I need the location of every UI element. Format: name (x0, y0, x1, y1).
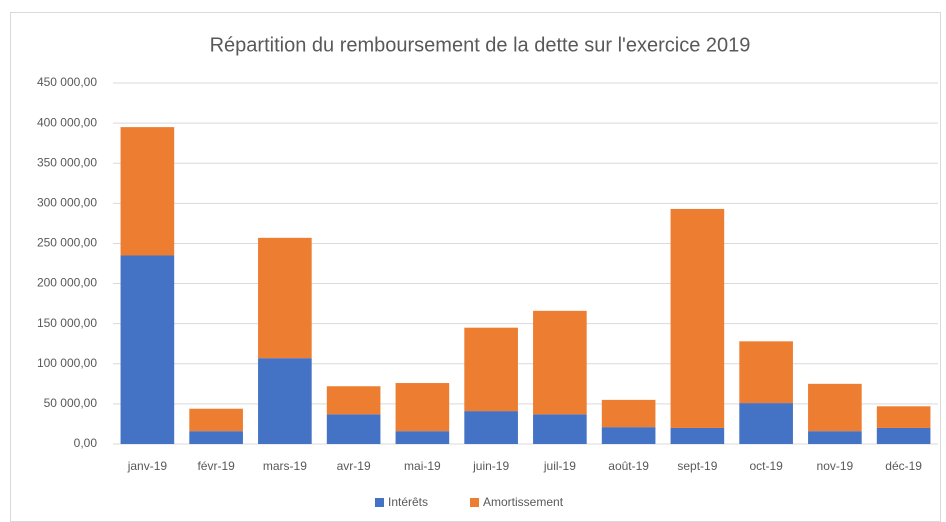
bar-segment (120, 255, 175, 444)
bar-segment (739, 341, 793, 404)
y-tick-label: 200 000,00 (37, 276, 97, 290)
bar-segment (601, 427, 656, 444)
x-tick-label: nov-19 (817, 459, 854, 473)
bar-segment (326, 414, 381, 444)
legend-label: Intérêts (388, 495, 428, 509)
y-tick-label: 300 000,00 (37, 196, 97, 210)
bar-segment (670, 427, 725, 444)
bar-segment (395, 383, 450, 432)
x-tick-label: juin-19 (472, 459, 509, 473)
x-tick-label: mars-19 (263, 459, 307, 473)
bar-segment (189, 408, 243, 432)
x-tick-label: sept-19 (677, 459, 717, 473)
y-tick-label: 450 000,00 (37, 75, 97, 89)
bar-segment (670, 208, 725, 428)
y-tick-label: 50 000,00 (44, 396, 98, 410)
y-tick-label: 150 000,00 (37, 316, 97, 330)
x-tick-label: avr-19 (337, 459, 371, 473)
y-tick-label: 250 000,00 (37, 236, 97, 250)
bar-segment (601, 399, 656, 428)
x-tick-label: oct-19 (749, 459, 783, 473)
bar-segment (464, 411, 518, 444)
bar-segment (395, 431, 450, 444)
bar-segment (808, 431, 862, 444)
x-tick-label: mai-19 (404, 459, 441, 473)
bar-segment (533, 414, 587, 444)
y-tick-label: 0,00 (74, 436, 98, 450)
y-tick-label: 350 000,00 (37, 155, 97, 169)
bar-segment (464, 327, 518, 412)
bar-segment (258, 358, 312, 444)
bar-segment (120, 127, 175, 256)
x-tick-label: déc-19 (885, 459, 922, 473)
bar-segment (739, 403, 793, 444)
legend-swatch (470, 498, 479, 507)
y-tick-label: 100 000,00 (37, 356, 97, 370)
x-tick-label: août-19 (608, 459, 649, 473)
x-tick-label: janv-19 (127, 459, 168, 473)
legend-swatch (375, 498, 384, 507)
bar-segment (808, 383, 862, 432)
y-tick-label: 400 000,00 (37, 115, 97, 129)
legend-label: Amortissement (483, 495, 564, 509)
bar-segment (876, 406, 931, 428)
x-tick-label: juil-19 (543, 459, 576, 473)
bar-segment (533, 310, 587, 415)
bar-segment (326, 386, 381, 415)
x-tick-label: févr-19 (197, 459, 235, 473)
chart-title: Répartition du remboursement de la dette… (210, 34, 751, 56)
bar-segment (876, 427, 931, 444)
bar-segment (189, 431, 243, 444)
bar-segment (258, 237, 312, 359)
